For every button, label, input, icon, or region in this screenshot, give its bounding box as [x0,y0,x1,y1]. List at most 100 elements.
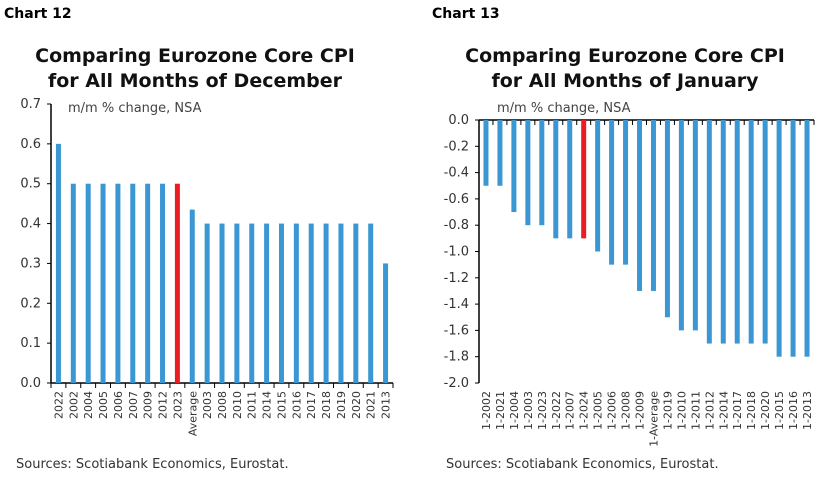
chart-13-bar [692,120,698,331]
chart-13-y-tick-label: -1.8 [444,350,469,365]
chart-12-bar [85,183,91,383]
chart-12-x-tick-label: 2021 [365,391,378,419]
chart-12-bar [234,223,240,383]
chart-13-x-tick-label: 1-2016 [787,391,800,430]
chart-12-x-tick-label: 2018 [320,391,333,419]
chart-12-y-tick-label: 0.2 [20,296,41,311]
chart-12-x-tick-label: 2006 [112,391,125,419]
chart-13-bar [483,120,489,186]
chart-12-bar [338,223,344,383]
chart-12-bar [278,223,284,383]
chart-13-x-tick-label: 1-2020 [759,391,772,430]
chart-13-y-tick-label: 0.0 [448,113,469,128]
chart-12-x-tick-label: 2008 [216,391,229,419]
chart-13-x-tick-label: 1-2022 [550,391,563,430]
chart-13-unit: m/m % change, NSA [497,101,631,116]
chart-13-x-tick-label: 1-2012 [703,391,716,430]
chart-13-source: Sources: Scotiabank Economics, Eurostat. [446,457,719,472]
chart-13-x-tick-label: 1-2017 [731,391,744,430]
chart-12-x-tick-label: 2022 [52,391,65,419]
chart-12-bar [264,223,270,383]
chart-12-x-tick-label: 2013 [380,391,393,419]
chart-13-bar [790,120,796,357]
chart-12-title-line2: for All Months of December [47,70,343,92]
chart-12-x-tick-label: 2009 [142,391,155,419]
chart-13-bar [553,120,559,239]
chart-12-x-tick-label: 2015 [275,391,288,419]
chart-12-bar [145,183,151,383]
chart-13-bar [776,120,782,357]
chart-12-source: Sources: Scotiabank Economics, Eurostat. [16,457,289,472]
chart-12-bar [70,183,76,383]
chart-13-bar [623,120,629,265]
chart-13-y-tick-label: -1.0 [444,245,469,260]
chart-13-x-tick-label: 1-2008 [620,391,633,430]
chart-13-x-tick-label: 1-2018 [745,391,758,430]
chart-13-y-tick-label: -0.6 [444,192,469,207]
chart-13-y-tick-label: -1.2 [444,271,469,286]
chart-13-bar [581,120,587,239]
chart-12-unit: m/m % change, NSA [68,101,202,116]
chart-12-x-tick-label: 2007 [127,391,140,419]
chart-12-bar [353,223,359,383]
chart-12-bar [383,263,389,383]
chart-12-bar [219,223,225,383]
chart-12-x-tick-label: 2011 [246,391,259,419]
chart-12-x-tick-label: 2003 [201,391,214,419]
chart-12-x-tick-label: 2017 [305,391,318,419]
chart-13-bar [525,120,531,226]
chart-13-y-tick-label: -0.4 [444,166,469,181]
chart-13-bar [804,120,810,357]
chart-13-x-tick-label: 1-2019 [661,391,674,430]
chart-12-x-tick-label: 2016 [290,391,303,419]
chart-13-x-tick-label: 1-2010 [675,391,688,430]
chart-12-x-tick-label: 2005 [97,391,110,419]
chart-12-bar [249,223,255,383]
chart-13-bar [511,120,517,213]
chart-13-y-tick-label: -0.2 [444,139,469,154]
chart-12-x-tick-label: 2020 [350,391,363,419]
chart-12-bar [204,223,210,383]
chart-12-label: Chart 12 [4,6,72,22]
chart-13-title-line2: for All Months of January [491,70,759,92]
chart-13-bar [748,120,754,344]
chart-12-x-tick-label: Average [186,391,199,436]
chart-12-y-tick-label: 0.5 [20,177,41,192]
chart-12-x-tick-label: 2019 [335,391,348,419]
chart-12-x-tick-label: 2012 [157,391,170,419]
chart-13-label: Chart 13 [432,6,500,22]
chart-13-bar [567,120,573,239]
chart-12-bar [323,223,329,383]
chart-12-bar [368,223,374,383]
chart-13-x-tick-label: 1-2021 [494,391,507,430]
chart-13-title: Comparing Eurozone Core CPI for All Mont… [460,44,790,94]
chart-12-x-tick-label: 2002 [67,391,80,419]
chart-13-y-tick-label: -0.8 [444,218,469,233]
chart-12-y-tick-label: 0.0 [20,376,41,391]
chart-13-x-tick-label: 1-2011 [689,391,702,430]
chart-13-x-tick-label: 1-2002 [480,391,493,430]
chart-13-y-tick-label: -2.0 [444,376,469,391]
chart-13-bar [497,120,503,186]
chart-13-bar [637,120,643,291]
chart-12-bar [115,183,121,383]
chart-13-bar [678,120,684,331]
chart-12-bar [293,223,299,383]
chart-13-x-tick-label: 1-2023 [536,391,549,430]
chart-12-y-tick-label: 0.7 [20,97,41,112]
chart-12-title: Comparing Eurozone Core CPI for All Mont… [30,44,360,94]
chart-12-y-tick-label: 0.1 [20,336,41,351]
chart-12-x-tick-label: 2010 [231,391,244,419]
chart-13-title-line1: Comparing Eurozone Core CPI [465,45,785,67]
chart-13-bar [762,120,768,344]
chart-13-bar [664,120,670,318]
chart-13-x-tick-label: 1-2015 [773,391,786,430]
chart-13-x-tick-label: 1-2014 [717,391,730,430]
chart-13-x-tick-label: 1-2013 [801,391,814,430]
chart-13-x-tick-label: 1-2005 [592,391,605,430]
chart-13-x-tick-label: 1-2003 [522,391,535,430]
chart-12-bar [100,183,106,383]
chart-12-bar [55,143,61,383]
chart-12-x-tick-label: 2014 [261,391,274,419]
